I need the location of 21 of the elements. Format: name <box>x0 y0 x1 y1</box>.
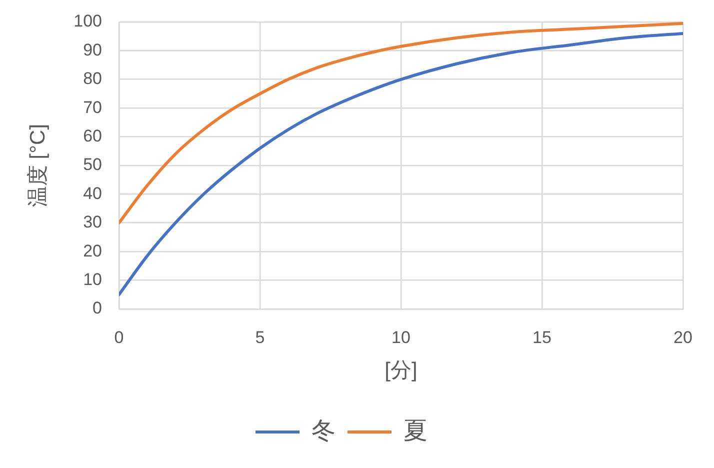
x-tick-label: 20 <box>674 328 692 347</box>
y-tick-label: 40 <box>83 184 102 203</box>
y-tick-label: 50 <box>83 155 102 174</box>
x-tick-label: 10 <box>392 328 410 347</box>
x-axis-title: [分] <box>384 359 418 382</box>
y-tick-label: 60 <box>83 126 102 146</box>
legend-label: 冬 <box>312 418 336 445</box>
y-tick-label: 80 <box>83 69 102 88</box>
line-series <box>119 32 683 296</box>
x-tick-label: 0 <box>114 328 124 347</box>
y-tick-label: 70 <box>83 98 102 117</box>
y-tick-label: 10 <box>83 270 102 289</box>
y-tick-label: 0 <box>92 298 102 318</box>
x-tick-label: 15 <box>532 328 552 347</box>
y-tick-label: 90 <box>83 40 102 60</box>
y-axis-title: 温度 [°C] <box>26 124 50 208</box>
x-tick-label: 5 <box>255 328 265 347</box>
y-tick-label: 20 <box>83 241 102 260</box>
y-tick-label: 30 <box>83 212 102 232</box>
y-tick-label: 100 <box>74 12 102 31</box>
legend-label: 夏 <box>404 418 428 445</box>
